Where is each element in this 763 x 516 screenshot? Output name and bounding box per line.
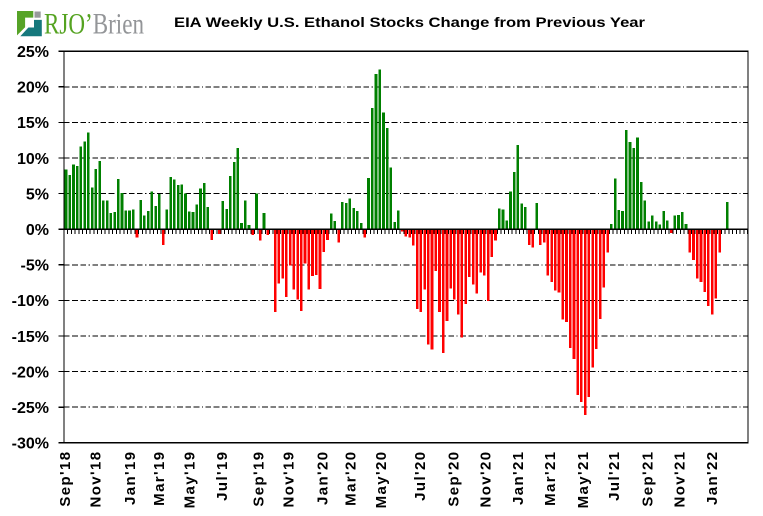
svg-text:Jul'20: Jul'20: [412, 451, 429, 501]
svg-text:-10%: -10%: [12, 293, 49, 310]
svg-text:-30%: -30%: [12, 436, 49, 453]
svg-text:5%: 5%: [26, 186, 49, 203]
svg-text:Jul'19: Jul'19: [214, 451, 231, 501]
svg-text:Nov'19: Nov'19: [280, 451, 297, 508]
svg-text:May'19: May'19: [182, 451, 199, 509]
svg-text:0%: 0%: [26, 222, 49, 239]
svg-text:20%: 20%: [17, 80, 49, 97]
svg-text:Jan'20: Jan'20: [315, 451, 332, 506]
svg-text:Jul'21: Jul'21: [606, 451, 623, 501]
svg-text:Mar'20: Mar'20: [342, 451, 359, 506]
svg-text:-25%: -25%: [12, 400, 49, 417]
svg-text:May'21: May'21: [575, 451, 592, 509]
svg-text:Mar'21: Mar'21: [542, 451, 559, 506]
svg-text:Sep'21: Sep'21: [640, 451, 657, 507]
svg-text:-5%: -5%: [21, 258, 49, 275]
svg-text:May'20: May'20: [373, 451, 390, 509]
svg-text:25%: 25%: [17, 44, 49, 61]
svg-text:Nov'20: Nov'20: [478, 450, 495, 507]
svg-text:10%: 10%: [17, 151, 49, 168]
svg-text:Sep'18: Sep'18: [57, 451, 74, 507]
svg-text:EIA Weekly U.S. Ethanol Stocks: EIA Weekly U.S. Ethanol Stocks Change fr…: [174, 15, 646, 30]
svg-text:Mar'19: Mar'19: [151, 451, 168, 506]
svg-text:RJO’Brien: RJO’Brien: [44, 8, 144, 41]
svg-text:Jan'19: Jan'19: [122, 451, 139, 506]
svg-text:Sep'20: Sep'20: [446, 451, 463, 507]
svg-text:Sep'19: Sep'19: [251, 451, 268, 507]
svg-text:15%: 15%: [17, 115, 49, 132]
svg-text:Nov'21: Nov'21: [671, 451, 688, 508]
svg-text:-20%: -20%: [12, 364, 49, 381]
svg-text:-15%: -15%: [12, 329, 49, 346]
svg-text:Jan'22: Jan'22: [704, 451, 721, 506]
svg-text:Jan'21: Jan'21: [510, 451, 527, 506]
svg-text:Nov'18: Nov'18: [88, 451, 105, 508]
